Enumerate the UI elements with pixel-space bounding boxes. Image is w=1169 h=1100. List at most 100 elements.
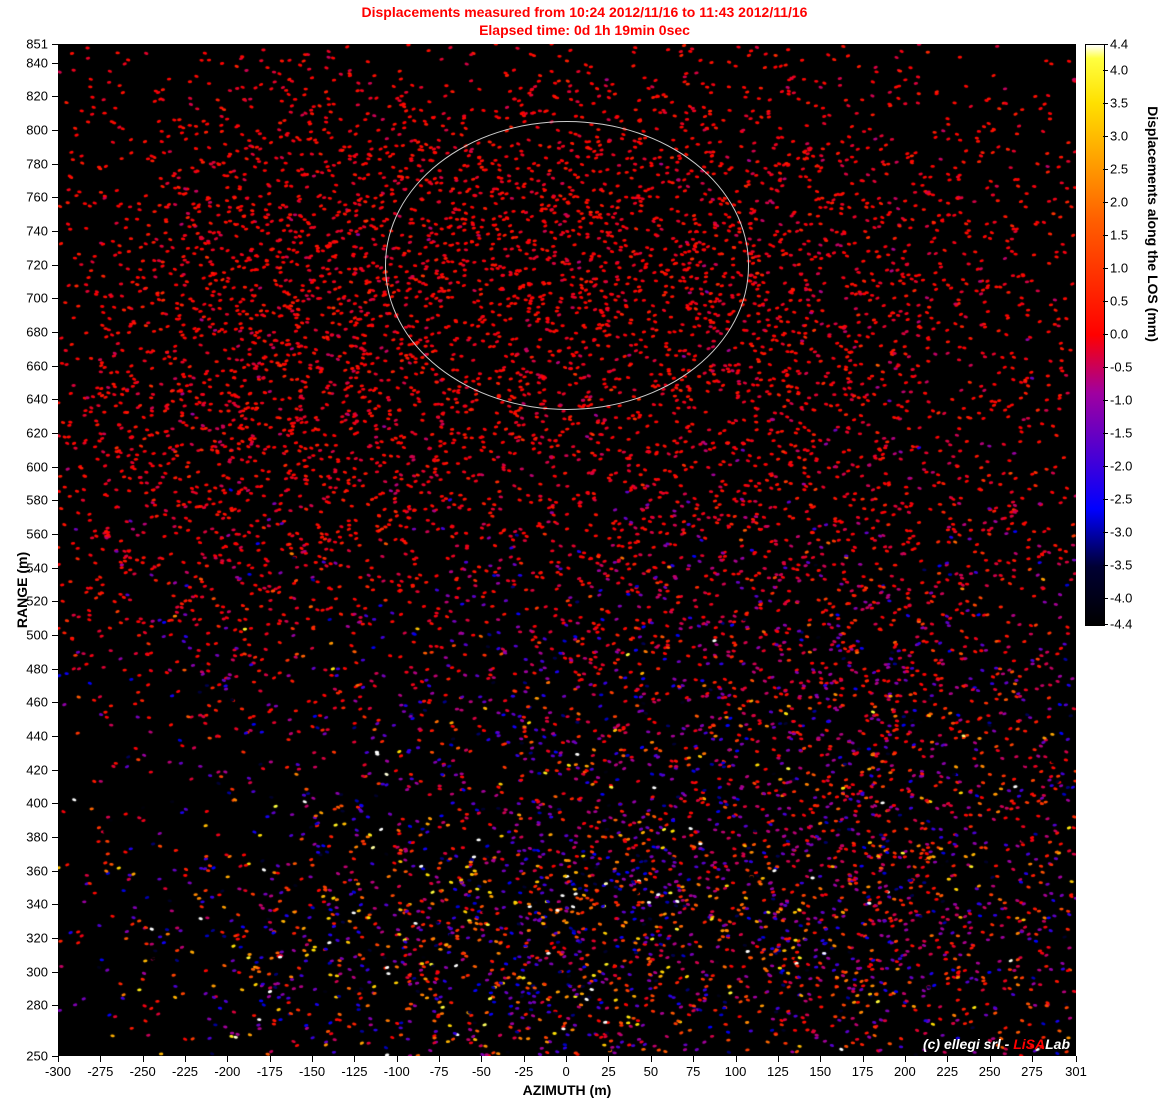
x-axis-title: AZIMUTH (m) [467, 1082, 667, 1098]
y-tick-label: 660 [8, 358, 48, 373]
y-tick-label: 320 [8, 931, 48, 946]
y-tick [52, 366, 58, 367]
x-tick [312, 1056, 313, 1062]
y-tick-label: 560 [8, 527, 48, 542]
x-tick [481, 1056, 482, 1062]
colorbar-tick-label: 3.5 [1110, 96, 1150, 111]
y-tick [52, 871, 58, 872]
x-tick [100, 1056, 101, 1062]
y-tick [52, 972, 58, 973]
watermark-brand-1: LiSA [1013, 1036, 1045, 1052]
colorbar-tick-label: 3.0 [1110, 129, 1150, 144]
x-tick-label: -125 [334, 1064, 374, 1079]
y-tick-label: 680 [8, 324, 48, 339]
x-tick [990, 1056, 991, 1062]
y-tick [52, 803, 58, 804]
colorbar-tick-label: -0.5 [1110, 359, 1150, 374]
x-tick [143, 1056, 144, 1062]
watermark: (c) ellegi srl - LiSALab [923, 1036, 1070, 1052]
x-tick [354, 1056, 355, 1062]
x-tick [58, 1056, 59, 1062]
x-tick-label: -275 [80, 1064, 120, 1079]
colorbar-tick-label: 1.0 [1110, 261, 1150, 276]
x-tick-label: 175 [843, 1064, 883, 1079]
colorbar-tick-label: -2.5 [1110, 491, 1150, 506]
y-tick [52, 332, 58, 333]
x-tick-label: 275 [1012, 1064, 1052, 1079]
y-tick-label: 540 [8, 560, 48, 575]
figure-root: Displacements measured from 10:24 2012/1… [0, 0, 1169, 1100]
colorbar-tick [1103, 532, 1108, 533]
y-tick-label: 580 [8, 493, 48, 508]
y-tick-label: 500 [8, 628, 48, 643]
x-tick-label: -200 [207, 1064, 247, 1079]
y-tick [52, 433, 58, 434]
y-tick-label: 480 [8, 661, 48, 676]
y-tick-label: 640 [8, 392, 48, 407]
x-tick-label: 50 [631, 1064, 671, 1079]
x-tick-label: -225 [165, 1064, 205, 1079]
title-line-2: Elapsed time: 0d 1h 19min 0sec [0, 22, 1169, 40]
colorbar-tick [1103, 301, 1108, 302]
x-tick-label: -300 [38, 1064, 78, 1079]
colorbar-tick [1103, 334, 1108, 335]
y-tick [52, 702, 58, 703]
colorbar-tick [1103, 202, 1108, 203]
x-tick [227, 1056, 228, 1062]
watermark-brand-2: Lab [1045, 1036, 1070, 1052]
figure-title: Displacements measured from 10:24 2012/1… [0, 4, 1169, 39]
y-tick-label: 460 [8, 695, 48, 710]
y-tick [52, 44, 58, 45]
y-tick-label: 720 [8, 257, 48, 272]
y-tick-label: 250 [8, 1049, 48, 1064]
y-tick [52, 63, 58, 64]
y-tick [52, 298, 58, 299]
colorbar-tick [1103, 235, 1108, 236]
colorbar-tick-label: 0.0 [1110, 327, 1150, 342]
colorbar-tick [1103, 466, 1108, 467]
y-tick [52, 904, 58, 905]
colorbar-tick [1103, 70, 1108, 71]
x-tick-label: -75 [419, 1064, 459, 1079]
colorbar-tick-label: 4.4 [1110, 37, 1150, 52]
x-tick [778, 1056, 779, 1062]
colorbar-tick [1103, 44, 1108, 45]
x-tick-label: -250 [123, 1064, 163, 1079]
y-tick-label: 840 [8, 55, 48, 70]
y-tick-label: 520 [8, 594, 48, 609]
y-tick [52, 568, 58, 569]
watermark-prefix: (c) ellegi srl - [923, 1036, 1013, 1052]
y-tick-label: 740 [8, 223, 48, 238]
colorbar-tick-label: -1.5 [1110, 425, 1150, 440]
y-tick [52, 130, 58, 131]
colorbar-tick-label: 2.5 [1110, 162, 1150, 177]
y-tick [52, 500, 58, 501]
y-tick-label: 620 [8, 425, 48, 440]
colorbar-tick-label: -3.5 [1110, 557, 1150, 572]
y-tick-label: 420 [8, 762, 48, 777]
colorbar-tick [1103, 565, 1108, 566]
y-tick-label: 800 [8, 122, 48, 137]
x-tick-label: 225 [927, 1064, 967, 1079]
title-line-1: Displacements measured from 10:24 2012/1… [0, 4, 1169, 22]
colorbar-tick [1103, 103, 1108, 104]
colorbar-tick [1103, 367, 1108, 368]
x-tick [566, 1056, 567, 1062]
colorbar-tick-label: -3.0 [1110, 524, 1150, 539]
colorbar-tick-label: 0.5 [1110, 294, 1150, 309]
x-tick-label: -50 [461, 1064, 501, 1079]
x-tick [524, 1056, 525, 1062]
y-tick-label: 820 [8, 89, 48, 104]
x-tick [1076, 1056, 1077, 1062]
y-tick [52, 197, 58, 198]
x-tick [947, 1056, 948, 1062]
x-tick-label: -25 [504, 1064, 544, 1079]
y-tick-label: 760 [8, 190, 48, 205]
y-tick [52, 399, 58, 400]
x-tick [439, 1056, 440, 1062]
x-tick-label: 100 [716, 1064, 756, 1079]
x-tick [1032, 1056, 1033, 1062]
x-tick-label: -175 [250, 1064, 290, 1079]
x-tick [608, 1056, 609, 1062]
x-tick [736, 1056, 737, 1062]
